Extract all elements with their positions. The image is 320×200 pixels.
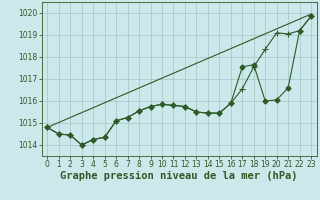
X-axis label: Graphe pression niveau de la mer (hPa): Graphe pression niveau de la mer (hPa): [60, 171, 298, 181]
